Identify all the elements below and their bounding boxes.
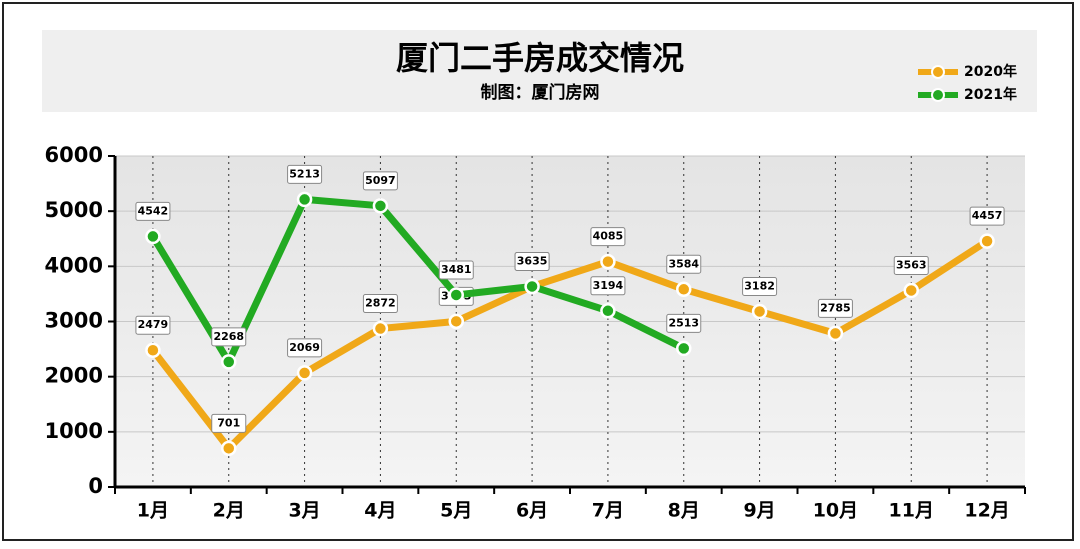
value-label: 701 [217, 416, 240, 429]
point [221, 354, 237, 370]
point [676, 281, 692, 298]
point [372, 320, 389, 337]
value-label-box [135, 201, 171, 221]
x-tick-label: 4月 [364, 500, 396, 522]
value-label-box [211, 413, 247, 433]
x-tick-label: 3月 [288, 500, 320, 522]
x-tick-label: 5月 [440, 500, 472, 522]
y-tick-label: 6000 [45, 143, 103, 167]
value-label: 3182 [744, 279, 775, 292]
value-label-box [742, 276, 778, 296]
x-tick-label: 8月 [668, 500, 700, 522]
value-label-box [287, 338, 323, 358]
value-label: 2479 [138, 318, 169, 331]
x-tick-label: 9月 [743, 500, 775, 522]
value-label-box [287, 164, 323, 184]
value-label-box [666, 313, 702, 333]
point [448, 313, 464, 330]
value-label: 3194 [593, 279, 624, 292]
x-tick-label: 12月 [964, 500, 1009, 522]
point [372, 198, 389, 214]
point [448, 287, 464, 303]
value-label: 4457 [972, 209, 1003, 222]
point [221, 440, 237, 457]
value-label-box [362, 171, 398, 191]
point [751, 303, 768, 320]
legend-marker [931, 88, 945, 102]
point [979, 233, 995, 249]
value-label-box [590, 227, 626, 247]
chart-subtitle: 制图：厦门房网 [481, 82, 600, 103]
value-label-box [969, 206, 1005, 226]
value-label: 2513 [668, 316, 699, 329]
value-label-box [893, 255, 929, 275]
value-label: 5097 [365, 174, 396, 187]
y-tick-label: 0 [88, 474, 103, 498]
y-tick-label: 1000 [45, 419, 103, 443]
point [600, 303, 616, 319]
value-label: 2268 [213, 330, 244, 343]
y-tick-label: 4000 [45, 253, 103, 277]
y-tick-label: 3000 [45, 309, 103, 333]
x-tick-label: 10月 [813, 500, 858, 522]
y-tick-label: 2000 [45, 364, 103, 388]
value-label: 5213 [289, 167, 320, 180]
value-label: 4085 [593, 230, 624, 243]
value-label-box [135, 315, 171, 335]
value-label-box [438, 260, 474, 280]
value-label-box [590, 276, 626, 296]
y-tick-label: 5000 [45, 198, 103, 222]
title-band [42, 30, 1037, 112]
x-tick-label: 6月 [516, 500, 548, 522]
x-tick-label: 11月 [889, 500, 934, 522]
point [145, 342, 161, 358]
point [600, 253, 616, 270]
value-label: 3635 [517, 254, 548, 267]
value-label-box [362, 294, 398, 314]
value-label-box [514, 251, 550, 271]
x-tick-label: 7月 [592, 500, 624, 522]
point [676, 340, 692, 357]
value-label: 2069 [289, 341, 320, 354]
value-label-box [211, 327, 247, 347]
point [827, 325, 844, 342]
value-label-box [666, 254, 702, 274]
point [296, 365, 313, 381]
x-tick-label: 1月 [137, 500, 169, 522]
x-tick-label: 2月 [213, 500, 245, 522]
value-label: 3563 [896, 258, 927, 271]
value-label: 2785 [820, 301, 851, 314]
legend-label: 2021年 [964, 86, 1017, 103]
point [903, 282, 919, 299]
value-label: 2872 [365, 297, 396, 310]
point [145, 228, 161, 245]
point [296, 191, 313, 208]
series-line [150, 238, 989, 452]
value-label: 3481 [441, 263, 472, 276]
legend-marker [931, 65, 945, 79]
chart-title: 厦门二手房成交情况 [396, 39, 684, 77]
value-label-box [817, 298, 853, 318]
value-label: 3584 [668, 257, 699, 270]
point [524, 278, 540, 295]
value-label: 4542 [138, 204, 169, 217]
legend-label: 2020年 [964, 63, 1017, 80]
